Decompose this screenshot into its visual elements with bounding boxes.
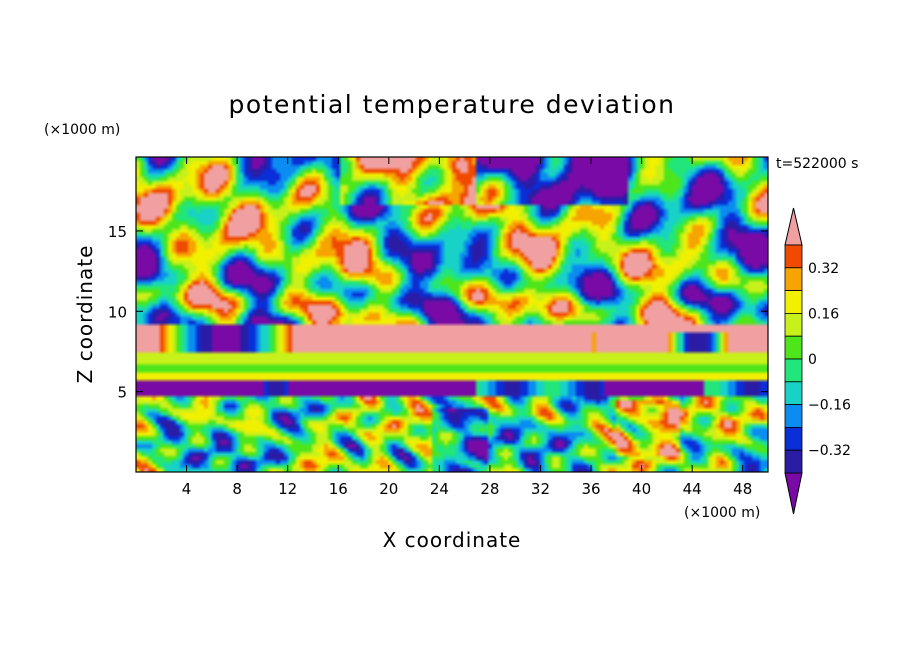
- x-tick-label: 20: [379, 480, 398, 498]
- colorbar-band: [784, 335, 803, 360]
- colorbar-band: [784, 290, 803, 314]
- colorbar-band: [784, 358, 803, 383]
- colorbar-band: [784, 404, 803, 428]
- x-unit-label: (×1000 m): [684, 505, 760, 521]
- colorbar-label: 0: [808, 352, 817, 368]
- plot-frame: [135, 156, 769, 473]
- x-tick-label: 4: [182, 480, 192, 498]
- y-unit-label: (×1000 m): [44, 122, 120, 138]
- colorbar-label: −0.32: [808, 443, 851, 459]
- colorbar-band: [784, 244, 803, 269]
- colorbar-band: [784, 449, 803, 474]
- y-axis-ticks: 5 10 15: [108, 223, 768, 402]
- contour-image: [136, 157, 768, 472]
- y-tick-label: 15: [108, 223, 127, 241]
- contour-field: [136, 157, 768, 472]
- x-tick-label: 16: [329, 480, 348, 498]
- colorbar-label: 0.32: [808, 261, 839, 277]
- x-tick-label: 48: [733, 480, 752, 498]
- x-tick-label: 24: [430, 480, 449, 498]
- colorbar-band: [784, 312, 803, 337]
- y-axis-label: Z coordinate: [73, 245, 97, 384]
- colorbar-label: 0.16: [808, 306, 839, 322]
- x-axis-label: X coordinate: [383, 528, 522, 552]
- x-tick-label: 36: [581, 480, 600, 498]
- colorbar-band: [784, 426, 803, 451]
- y-tick-label: 5: [117, 384, 127, 402]
- x-tick-label: 8: [232, 480, 242, 498]
- colorbar-band: [784, 381, 803, 405]
- x-tick-label: 44: [683, 480, 702, 498]
- x-tick-label: 12: [278, 480, 297, 498]
- colorbar-label: −0.16: [808, 398, 851, 414]
- x-tick-label: 40: [632, 480, 651, 498]
- chart-title: potential temperature deviation: [229, 90, 676, 119]
- x-tick-label: 28: [480, 480, 499, 498]
- colorbar: 0.32 0.16 0 −0.16 −0.32: [784, 207, 851, 515]
- colorbar-band: [784, 267, 803, 291]
- x-axis-ticks: 4 8 12 16 20 24 28 32 36 40 44 48: [182, 157, 752, 498]
- time-label: t=522000 s: [776, 156, 858, 172]
- y-tick-label: 10: [108, 303, 127, 321]
- x-tick-label: 32: [531, 480, 550, 498]
